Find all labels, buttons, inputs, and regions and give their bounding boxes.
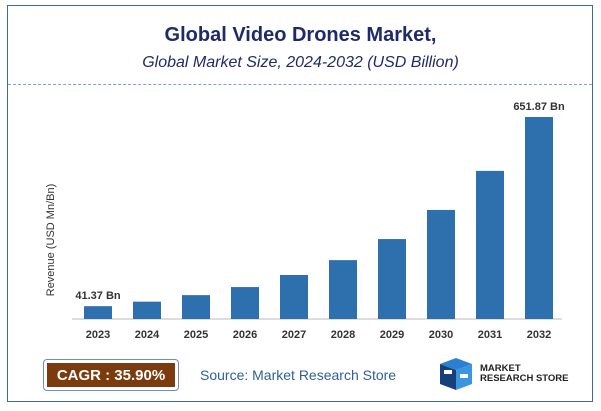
x-tick-label: 2028 bbox=[331, 329, 355, 341]
divider bbox=[8, 84, 592, 85]
logo: MARKET RESEARCH STORE bbox=[436, 356, 569, 392]
bar-2027 bbox=[280, 275, 308, 319]
logo-line2: RESEARCH STORE bbox=[480, 373, 569, 384]
x-tick-label: 2029 bbox=[380, 329, 404, 341]
bar-2032 bbox=[525, 117, 553, 319]
x-tick-label: 2030 bbox=[429, 329, 453, 341]
bar-2029 bbox=[378, 239, 406, 319]
x-tick-label: 2026 bbox=[233, 329, 257, 341]
bar-2024 bbox=[133, 301, 161, 319]
source-text: Source: Market Research Store bbox=[200, 367, 397, 383]
chart-title: Global Video Drones Market, bbox=[164, 24, 437, 46]
x-tick-label: 2023 bbox=[86, 329, 110, 341]
x-tick-label: 2025 bbox=[184, 329, 208, 341]
bar-2031 bbox=[476, 170, 504, 319]
logo-icon bbox=[440, 358, 472, 390]
bar-2030 bbox=[427, 209, 455, 319]
data-label: 651.87 Bn bbox=[513, 101, 565, 113]
x-tick-label: 2031 bbox=[478, 329, 502, 341]
logo-line1: MARKET bbox=[480, 363, 521, 374]
cagr-badge: CAGR : 35.90% bbox=[43, 359, 179, 391]
x-tick-label: 2027 bbox=[282, 329, 306, 341]
chart-subtitle: Global Market Size, 2024-2032 (USD Billi… bbox=[142, 54, 459, 71]
bar-2026 bbox=[231, 287, 259, 319]
x-tick-label: 2024 bbox=[135, 329, 160, 341]
data-label: 41.37 Bn bbox=[75, 290, 121, 302]
bar-2025 bbox=[182, 295, 210, 319]
bar-2023 bbox=[84, 306, 112, 319]
bar-2028 bbox=[329, 260, 357, 319]
y-axis-label: Revenue (USD Mn/Bn) bbox=[45, 184, 57, 297]
chart-frame bbox=[7, 5, 593, 402]
cagr-text: CAGR : 35.90% bbox=[47, 363, 175, 387]
x-tick-label: 2032 bbox=[527, 329, 551, 341]
